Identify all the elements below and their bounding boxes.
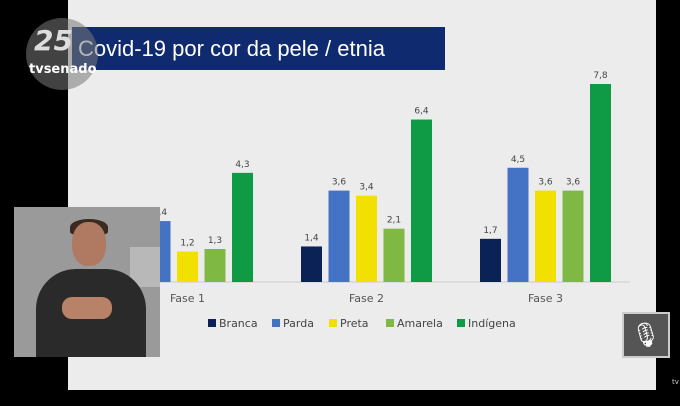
data-label: 3,6 [332,178,347,188]
data-label: 4,5 [511,155,525,165]
legend-label: Indígena [468,317,516,330]
data-label: 3,6 [566,178,581,188]
bar-amarela [562,190,584,282]
data-label: 3,4 [359,183,374,193]
data-label: 2,4 [153,208,168,218]
microphone-icon: 🎙 [622,312,670,358]
legend-label: Parda [283,317,314,330]
bar-preta [535,190,556,282]
data-label: 7,8 [593,71,608,81]
bar-indígena [411,119,432,283]
chart-title: Covid-19 por cor da pele / etnia [72,27,445,70]
category-label: Fase 1 [170,292,205,305]
legend-swatch [329,319,337,327]
legend-swatch [457,319,465,327]
category-label: Fase 3 [528,292,563,305]
data-label: 2,1 [387,216,401,226]
category-label: Fase 2 [349,292,384,305]
legend-swatch [272,319,280,327]
bar-branca [301,246,322,282]
logo-number: 25 [34,24,73,57]
bar-amarela [204,249,226,282]
bar-preta [177,251,198,282]
corner-text: tv [672,378,679,386]
data-label: 1,3 [208,236,222,246]
data-label: 1,7 [483,226,497,236]
sign-language-interpreter-video [14,207,160,357]
bar-amarela [383,228,405,282]
legend-label: Branca [219,317,258,330]
data-label: 4,3 [235,160,249,170]
bar-parda [328,190,350,282]
bar-indígena [232,172,253,282]
legend-label: Preta [340,317,369,330]
bar-branca [480,238,501,282]
bar-indígena [590,84,611,282]
data-label: 6,4 [414,107,429,117]
bar-parda [507,167,529,282]
tvsenado-logo: 25 tvsenado [26,18,98,90]
data-label: 3,6 [538,178,553,188]
logo-text: tvsenado [29,62,97,77]
legend-label: Amarela [397,317,443,330]
legend-swatch [386,319,394,327]
bar-preta [356,195,377,282]
data-label: 1,4 [304,233,319,243]
legend-swatch [208,319,216,327]
data-label: 1,2 [180,239,194,249]
